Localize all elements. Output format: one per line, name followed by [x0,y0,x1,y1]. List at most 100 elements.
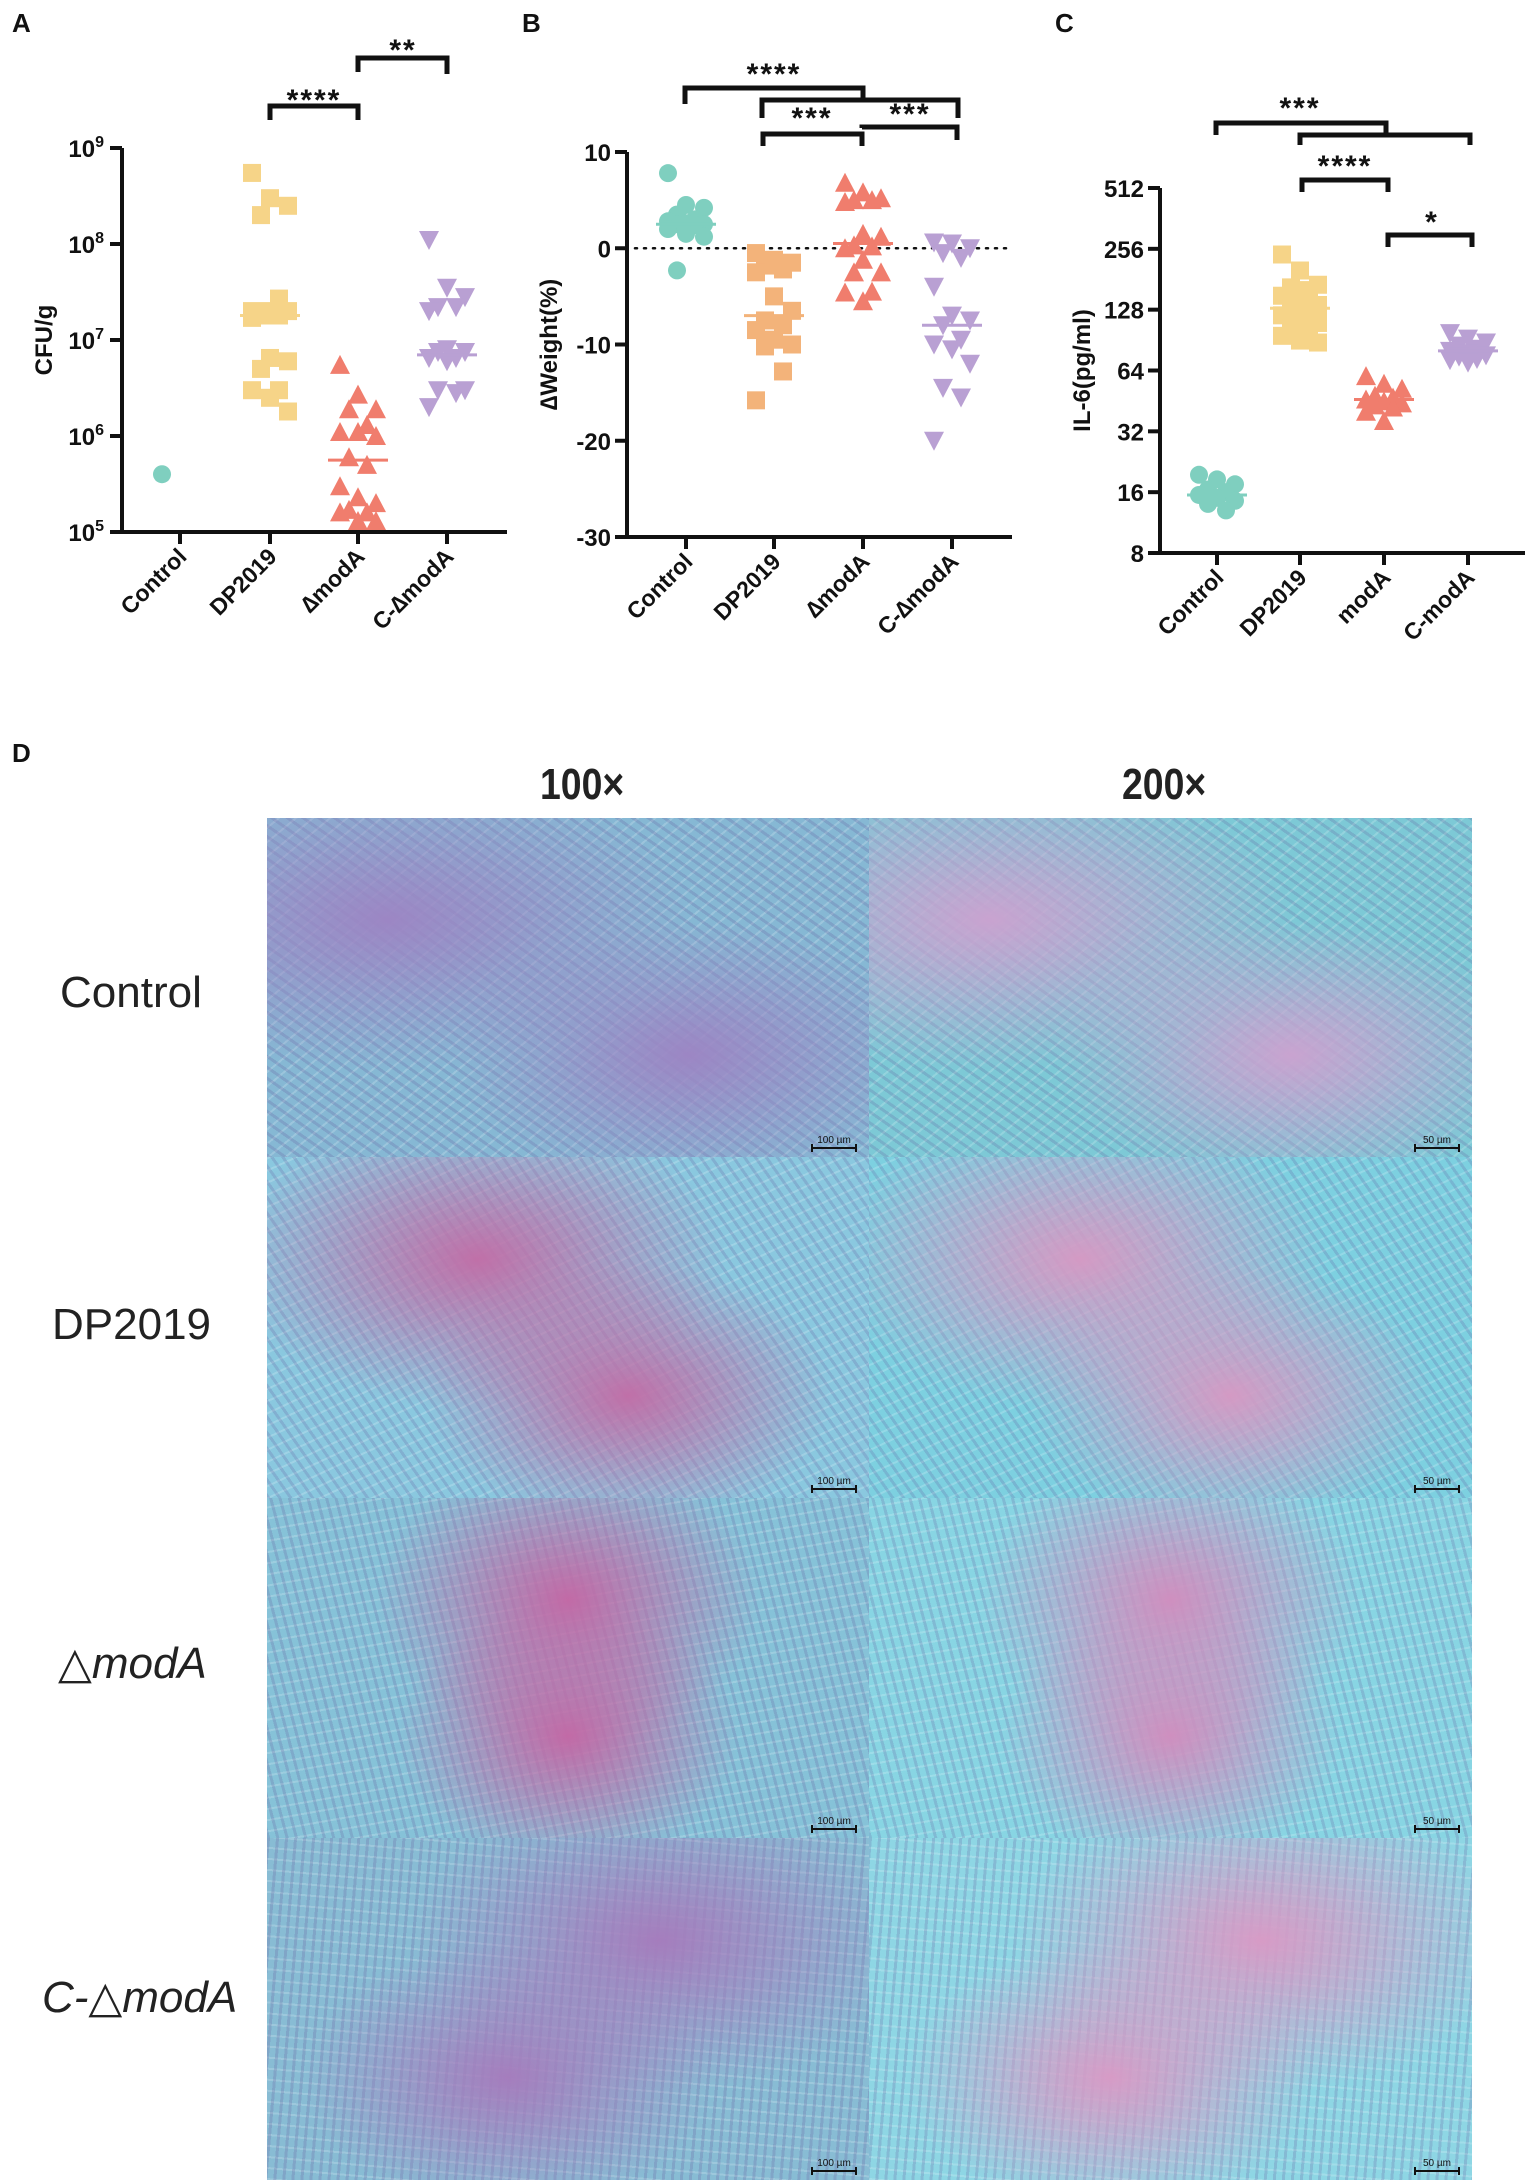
histology-image-2-200x: 50 µm [869,1157,1472,1498]
panel-b-bracket-dp2019-vs-moda-label: *** [791,102,832,135]
scale-bar: 100 µm [811,1816,857,1833]
panel-c-bracket-group [1297,132,1473,145]
panel-a-data-point [366,426,386,445]
panel-c-x-tick-label: modA [1331,564,1395,628]
panel-a-data-point [357,415,377,435]
scale-bar-label: 100 µm [817,2158,851,2169]
panel-c-data-point [1273,326,1291,345]
panel-c-y-tick-label: 16 [1117,480,1144,507]
panel-b-data-point [835,172,855,192]
panel-b-data-point [659,164,677,183]
panel-c-y-tick-label: 64 [1117,359,1144,386]
panel-c-data-point [1458,353,1478,373]
panel-a-x-tick-label: DP2019 [204,543,281,620]
panel-letter-b: B [522,8,541,38]
histology-image-4-200x: 50 µm [869,1838,1472,2180]
panel-c-data-point [1476,333,1496,353]
panel-a-data-point [279,352,297,371]
panel-a-x-tick-label: C-∆modA [367,543,459,635]
panel-c-data-point [1356,401,1376,421]
panel-a-data-point [348,422,368,442]
scale-bar: 50 µm [1414,1476,1460,1493]
panel-c-bracket-moda-vs-c-moda [1385,232,1475,247]
panel-b-x-tick-label: ∆modA [800,548,874,622]
panel-b-x-tick-label: DP2019 [708,548,785,625]
panel-a-x-tick-label: ∆modA [295,543,369,617]
panel-a-data-point [357,502,377,522]
panel-b-y-tick-label: 10 [584,140,611,167]
panel-letter-a: A [12,8,31,38]
panel-c-y-tick-label: 256 [1104,237,1144,264]
scale-bar-line [811,1485,857,1493]
scale-bar-line [1414,1825,1460,1833]
panel-b-data-point [695,227,713,246]
panel-c-x-tick-label: C-modA [1398,564,1480,646]
panel-b-data-point [756,337,774,356]
panel-a-data-point [419,302,439,322]
panel-c-y-tick-label: 32 [1117,419,1144,446]
panel-b-data-point [853,249,873,269]
panel-a-data-point [330,354,350,374]
panel-a-data-point [243,308,261,327]
row-label-c-delta-moda: C-△modA [42,1973,238,2022]
scale-bar-line [1414,2167,1460,2175]
panel-a-data-point [243,163,261,182]
panel-b-bracket-moda-vs-c-moda [859,124,960,140]
histology-image-3-200x: 50 µm [869,1498,1472,1838]
panel-a-data-point [366,511,386,531]
panel-a-data-point [446,384,466,404]
panel-a-bracket-moda-vs-c-moda-label: ** [389,34,416,67]
panel-a-y-tick-label: 108 [68,230,104,259]
panel-c-bracket-control-vs-all-label: *** [1279,92,1320,125]
panel-c-data-point [1383,397,1403,417]
panel-b-data-point [747,321,765,340]
panel-b-data-point [747,263,765,282]
panel-b-data-point [871,226,891,246]
panel-a-data-point [330,476,350,496]
scale-bar-line [811,1825,857,1833]
panel-b-data-point [677,224,695,243]
panel-b-data-point [951,330,971,350]
panel-a-y-tick-label: 109 [68,134,104,163]
panel-c-data-point [1440,351,1460,371]
histology-image-1-100x: 100 µm [267,818,869,1157]
panel-b-bracket-moda-vs-c-moda-label: *** [889,98,930,131]
panel-b-data-point [951,248,971,268]
panel-a-data-point [252,359,270,378]
panel-b-data-point [924,335,944,355]
panel-a-data-point [366,399,386,419]
scale-bar: 50 µm [1414,2158,1460,2175]
panel-c-data-point [1291,261,1309,280]
panel-a-data-point [279,196,297,215]
panel-b-data-point [668,261,686,280]
row-label-control: Control [60,968,202,1017]
scale-bar-label: 100 µm [817,1816,851,1827]
row-label-delta-moda: △modA [58,1639,207,1688]
panel-c-data-point [1458,329,1478,349]
panel-b-data-point [924,233,944,253]
panel-a-data-point [419,231,439,251]
panel-b-data-point [933,244,953,264]
panel-a-data-point [348,511,368,531]
panel-b-data-point [853,182,873,202]
panel-c-data-point [1449,336,1469,356]
panel-c-y-tick-label: 512 [1104,176,1144,203]
histology-image-3-100x: 100 µm [267,1498,869,1838]
panel-c-x-tick-label: Control [1152,564,1228,640]
panel-b-data-point [960,239,980,259]
panel-a-data-point [446,298,466,318]
panel-b-data-point [835,282,855,302]
row-label-dp2019: DP2019 [52,1300,212,1349]
panel-b-data-point [942,306,962,326]
panel-b-data-point [774,362,792,381]
scale-bar: 100 µm [811,2158,857,2175]
panel-c-data-point [1356,366,1376,386]
scale-bar: 50 µm [1414,1816,1460,1833]
panel-a-data-point [243,381,261,400]
panel-b-data-point [942,340,962,360]
scale-bar: 100 µm [811,1476,857,1493]
panel-b-data-point [862,236,882,256]
panel-a-data-point [279,402,297,421]
panel-b-bracket-control-vs-all-label: **** [747,58,802,91]
panel-b-data-point [783,335,801,354]
